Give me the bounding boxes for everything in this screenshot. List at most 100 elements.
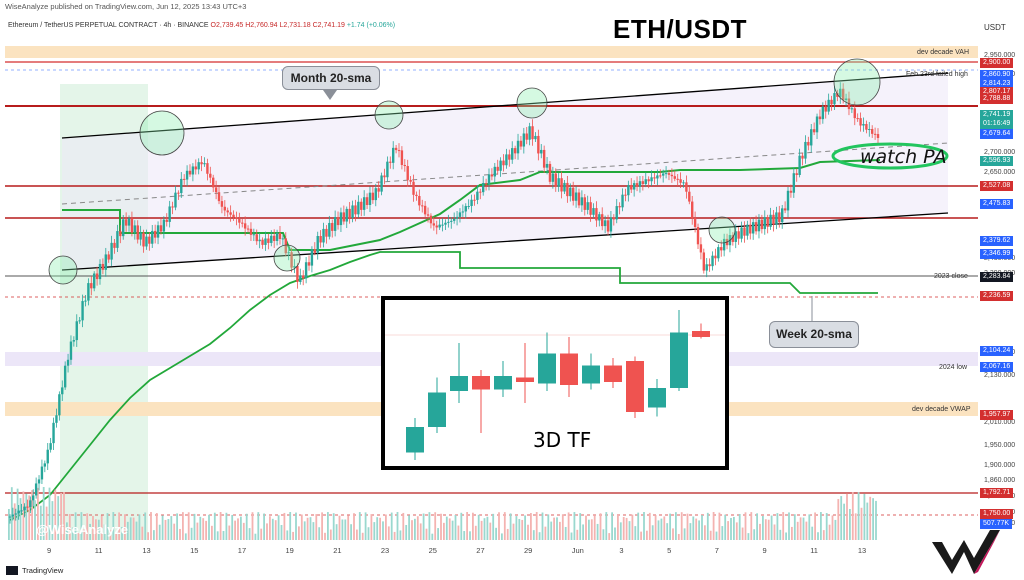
candle-body xyxy=(577,192,581,206)
candle-body xyxy=(615,206,618,220)
volume-bar xyxy=(501,533,503,540)
price-tag: 1,792.71 xyxy=(980,488,1014,498)
candle-body xyxy=(290,252,293,268)
candle-body xyxy=(850,108,854,110)
volume-bar xyxy=(408,515,410,540)
price-tag: 1,957.97 xyxy=(980,410,1014,420)
volume-bar xyxy=(225,512,228,540)
volume-bar xyxy=(350,524,352,540)
candle-body xyxy=(624,194,627,196)
volume-bar xyxy=(802,517,805,540)
volume-bar xyxy=(617,513,619,540)
symbol-name[interactable]: Ethereum / TetherUS PERPETUAL CONTRACT ·… xyxy=(8,22,209,29)
volume-bar xyxy=(611,512,613,540)
candle-body xyxy=(656,175,659,179)
volume-bar xyxy=(805,521,808,540)
volume-bar xyxy=(208,514,210,540)
candle-body xyxy=(551,173,555,182)
watermark: @WiseAnalyze xyxy=(36,522,129,537)
candle-body xyxy=(873,133,877,135)
volume-bar xyxy=(8,509,10,540)
volume-bar xyxy=(242,522,245,540)
volume-bar xyxy=(126,521,129,540)
inset-candle-body xyxy=(670,332,688,388)
candle-body xyxy=(133,225,137,233)
candle-body xyxy=(194,166,197,170)
time-axis-tick: 21 xyxy=(333,546,342,555)
candle-body xyxy=(737,231,740,239)
candle-body xyxy=(429,215,433,224)
volume-bar xyxy=(828,524,831,540)
ohlc-low: L2,731.18 xyxy=(279,22,311,29)
price-tag: 2,860.90 xyxy=(980,70,1014,80)
candle-body xyxy=(650,177,653,182)
volume-bar xyxy=(509,513,512,540)
candle-body xyxy=(766,217,769,227)
candle-body xyxy=(299,275,302,283)
volume-bar xyxy=(762,515,764,540)
volume-bar xyxy=(547,514,550,540)
volume-bar xyxy=(709,530,712,540)
price-tag: 507.77K xyxy=(980,519,1013,529)
candle-body xyxy=(426,214,430,216)
candle-body xyxy=(84,300,87,302)
candle-body xyxy=(302,275,305,279)
candle-body xyxy=(87,283,90,301)
volume-bar xyxy=(129,517,132,540)
volume-bar xyxy=(602,529,605,540)
candle-body xyxy=(182,178,186,180)
candle-body xyxy=(545,163,549,168)
volume-bar xyxy=(654,515,657,540)
volume-bar xyxy=(448,518,451,540)
candle-body xyxy=(705,264,708,271)
channel-fill xyxy=(62,73,948,270)
candle-body xyxy=(116,231,119,248)
volume-bar xyxy=(283,512,286,540)
volume-bar xyxy=(196,522,199,540)
volume-bar xyxy=(428,512,431,540)
price-tag: 2,900.00 xyxy=(980,58,1014,68)
volume-bar xyxy=(266,523,268,540)
candle-body xyxy=(632,183,636,190)
inset-candle-body xyxy=(406,427,424,453)
candle-body xyxy=(812,129,816,133)
candle-body xyxy=(304,262,308,279)
candle-body xyxy=(638,181,642,187)
candle-body xyxy=(223,206,227,211)
candle-body xyxy=(775,212,778,225)
volume-bar xyxy=(631,514,634,540)
candle-body xyxy=(11,514,15,517)
candle-body xyxy=(772,214,775,225)
candle-body xyxy=(214,187,218,193)
volume-bar xyxy=(544,526,547,540)
brand-text[interactable]: TradingView xyxy=(22,566,64,575)
candle-body xyxy=(513,148,517,154)
volume-bar xyxy=(779,529,782,540)
time-axis-tick: 23 xyxy=(380,546,390,555)
candle-body xyxy=(142,232,145,247)
volume-bar xyxy=(411,520,413,540)
candle-body xyxy=(557,178,560,187)
volume-bar xyxy=(376,517,379,540)
candle-body xyxy=(61,387,64,395)
volume-bar xyxy=(231,514,234,540)
price-tag: 1,750.00 xyxy=(980,509,1014,519)
volume-bar xyxy=(770,515,773,540)
candle-body xyxy=(566,182,569,197)
volume-bar xyxy=(222,531,225,540)
volume-bar xyxy=(793,514,796,540)
volume-bar xyxy=(744,512,747,540)
volume-bar xyxy=(756,513,758,540)
volume-bar xyxy=(414,518,416,540)
inset-candles xyxy=(385,310,725,460)
volume-bar xyxy=(846,493,848,540)
candle-body xyxy=(267,238,270,243)
price-tag: 2,596.93 xyxy=(980,156,1014,166)
candle-body xyxy=(26,506,29,508)
candle-body xyxy=(792,173,796,193)
candle-body xyxy=(360,201,363,210)
candle-body xyxy=(778,212,781,223)
candle-body xyxy=(601,214,604,227)
inset-candle-body xyxy=(494,376,512,390)
candle-body xyxy=(55,415,58,423)
